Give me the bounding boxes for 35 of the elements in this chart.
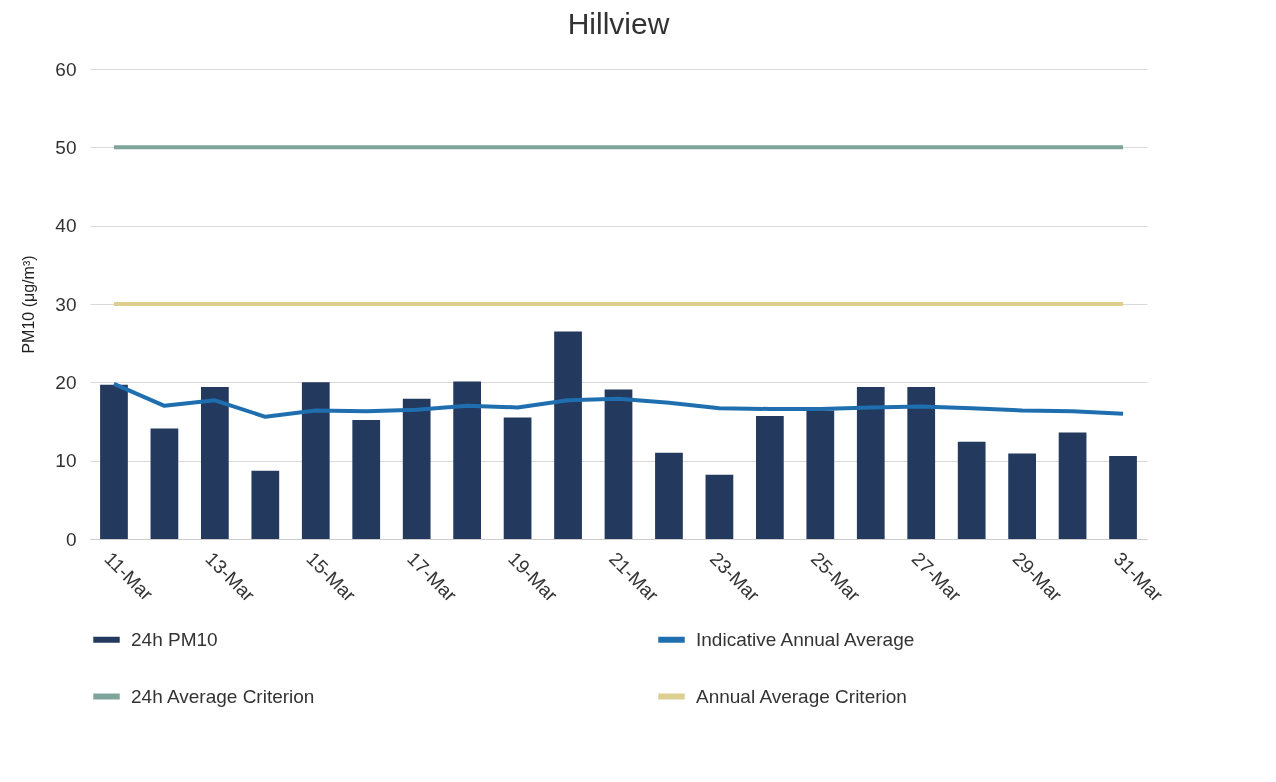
y-tick-label: 40 xyxy=(55,215,77,237)
bar xyxy=(1058,432,1087,539)
y-tick-label: 60 xyxy=(55,58,77,80)
legend-label: 24h PM10 xyxy=(131,628,218,650)
bar xyxy=(907,387,936,539)
bar xyxy=(1109,455,1137,539)
bar xyxy=(1008,453,1036,539)
bar xyxy=(301,382,330,539)
y-tick-label: 10 xyxy=(55,450,77,472)
bar xyxy=(554,331,582,539)
bar xyxy=(100,384,128,539)
bar xyxy=(655,452,683,539)
legend-label: Indicative Annual Average xyxy=(696,628,915,650)
y-tick-label: 0 xyxy=(65,528,77,550)
bar xyxy=(150,428,179,539)
y-tick-label: 50 xyxy=(55,136,77,158)
bar xyxy=(402,398,431,539)
legend-label: 24h Average Criterion xyxy=(131,685,315,707)
y-tick-label: 20 xyxy=(55,371,77,393)
bar xyxy=(755,416,784,539)
bar xyxy=(957,441,986,539)
bar xyxy=(453,381,482,539)
bar xyxy=(251,470,280,539)
bar xyxy=(806,410,835,539)
y-tick-label: 30 xyxy=(55,293,77,315)
y-axis-title: PM10 (μg/m³) xyxy=(20,255,38,354)
bar xyxy=(503,417,532,539)
chart-title: Hillview xyxy=(567,7,670,40)
bar xyxy=(856,387,885,539)
line-series xyxy=(111,381,1126,419)
bar xyxy=(352,419,381,539)
legend-label: Annual Average Criterion xyxy=(696,685,907,707)
bar xyxy=(604,389,633,539)
bar xyxy=(201,387,229,539)
bar xyxy=(705,474,734,539)
